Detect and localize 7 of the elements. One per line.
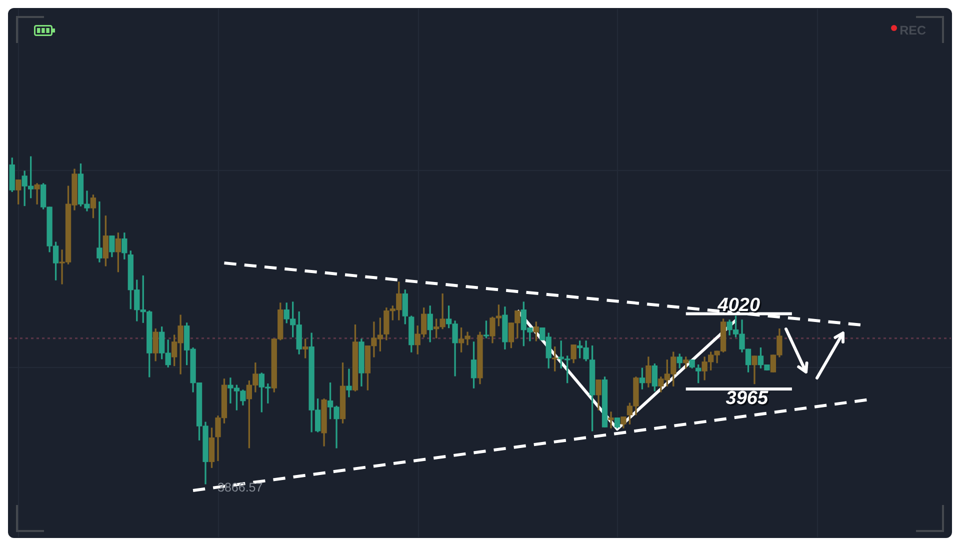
candlestick bbox=[34, 183, 40, 204]
candlestick bbox=[96, 201, 102, 262]
annotation: 3866.57 bbox=[218, 480, 263, 494]
candlestick bbox=[346, 368, 352, 398]
annotation: 3965 bbox=[726, 388, 768, 410]
candlestick bbox=[608, 412, 614, 428]
annotation: 4020 bbox=[718, 296, 762, 318]
